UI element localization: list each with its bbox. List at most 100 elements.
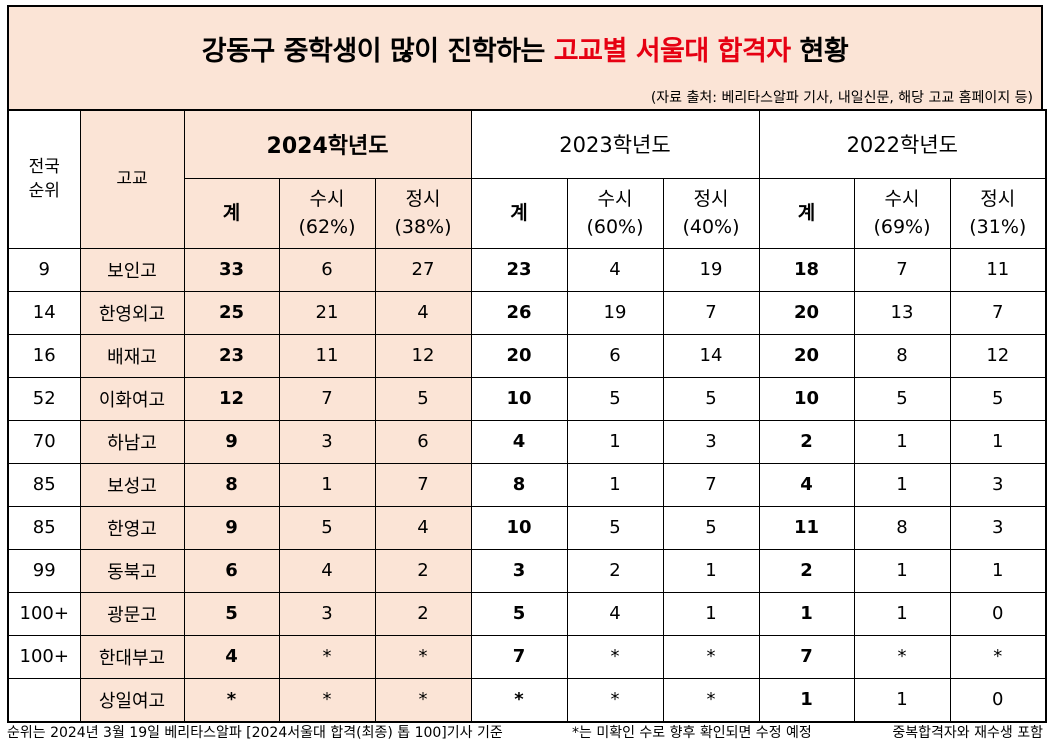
admissions-sheet: 강동구 중학생이 많이 진학하는 고교별 서울대 합격자 현황 (자료 출처: … — [7, 5, 1048, 723]
total-header-2024: 계 — [183, 177, 280, 249]
susi-header-2022-text: 수시 (69%) — [873, 188, 931, 238]
jeongsi-2022-cell: 0 — [949, 677, 1047, 722]
rank-cell: 52 — [7, 376, 81, 421]
rank-cell — [7, 677, 81, 722]
jeongsi-2023-cell: 19 — [662, 247, 760, 292]
jeongsi-2023-cell: 7 — [662, 290, 760, 335]
total-2022-cell: 4 — [758, 462, 855, 507]
source-note: (자료 출처: 베리타스알파 기사, 내일신문, 해당 고교 홈페이지 등) — [650, 90, 1033, 106]
table-row: 85 보성고 8 1 7 8 1 7 4 1 3 — [7, 462, 1047, 507]
jeongsi-header-2023-text: 정시 (40%) — [682, 188, 740, 238]
rank-header: 전국 순위 — [7, 109, 81, 249]
susi-2023-cell: 1 — [566, 419, 664, 464]
jeongsi-2024-cell: 4 — [374, 290, 472, 335]
table-row: 상일여고 * * * * * * 1 1 0 — [7, 677, 1047, 722]
susi-2024-cell: 7 — [278, 376, 376, 421]
jeongsi-2022-cell: 11 — [949, 247, 1047, 292]
rank-cell: 85 — [7, 462, 81, 507]
year-header-2024: 2024학년도 — [183, 109, 472, 179]
rank-cell: 14 — [7, 290, 81, 335]
total-2024-cell: 5 — [183, 591, 280, 636]
susi-2023-cell: 2 — [566, 548, 664, 593]
jeongsi-2024-cell: * — [374, 677, 472, 722]
jeongsi-2022-cell: 5 — [949, 376, 1047, 421]
table-row: 100+ 광문고 5 3 2 5 4 1 1 1 0 — [7, 591, 1047, 636]
school-header: 고교 — [79, 109, 185, 249]
school-cell: 광문고 — [79, 591, 185, 636]
susi-2023-cell: * — [566, 634, 664, 679]
susi-2024-cell: 3 — [278, 419, 376, 464]
total-2022-cell: 11 — [758, 505, 855, 550]
total-2024-cell: 23 — [183, 333, 280, 378]
total-2022-cell: 7 — [758, 634, 855, 679]
jeongsi-2023-cell: 5 — [662, 376, 760, 421]
page-title: 강동구 중학생이 많이 진학하는 고교별 서울대 합격자 현황 — [9, 29, 1041, 68]
jeongsi-2023-cell: * — [662, 677, 760, 722]
header-row-years: 전국 순위 고교 2024학년도 2023학년도 2022학년도 — [7, 109, 1047, 249]
total-2023-cell: 23 — [470, 247, 568, 292]
jeongsi-2024-cell: 2 — [374, 548, 472, 593]
table-body: 9 보인고 33 6 27 23 4 19 18 7 11 14 한영외고 25 21 4 26 19 7 20 13 7… — [7, 247, 1047, 722]
susi-2023-cell: 4 — [566, 591, 664, 636]
rank-cell: 9 — [7, 247, 81, 292]
total-2023-cell: 7 — [470, 634, 568, 679]
total-2022-cell: 1 — [758, 677, 855, 722]
jeongsi-2024-cell: 27 — [374, 247, 472, 292]
header-row-sub: 계 수시 (62%) 정시 (38%) 계 수시 (60%) 정시 (40%) … — [8, 177, 1047, 249]
jeongsi-header-2024-text: 정시 (38%) — [394, 188, 452, 238]
school-cell: 배재고 — [79, 333, 185, 378]
susi-2022-cell: 1 — [853, 591, 951, 636]
school-cell: 동북고 — [79, 548, 185, 593]
total-2022-cell: 2 — [758, 548, 855, 593]
sheet-header: 강동구 중학생이 많이 진학하는 고교별 서울대 합격자 현황 (자료 출처: … — [7, 5, 1043, 109]
total-2023-cell: 5 — [470, 591, 568, 636]
school-cell: 보인고 — [79, 247, 185, 292]
susi-header-2023: 수시 (60%) — [566, 177, 664, 249]
year-header-2023: 2023학년도 — [470, 109, 760, 179]
jeongsi-2024-cell: 6 — [374, 419, 472, 464]
table-row: 9 보인고 33 6 27 23 4 19 18 7 11 — [7, 247, 1047, 292]
susi-2023-cell: 4 — [566, 247, 664, 292]
total-2024-cell: 12 — [183, 376, 280, 421]
total-2024-cell: 8 — [183, 462, 280, 507]
rank-cell: 85 — [7, 505, 81, 550]
susi-2022-cell: 8 — [853, 505, 951, 550]
jeongsi-2024-cell: 4 — [374, 505, 472, 550]
school-cell: 이화여고 — [79, 376, 185, 421]
footer-inclusion-note: 중복합격자와 재수생 포함 — [892, 725, 1043, 741]
total-2022-cell: 18 — [758, 247, 855, 292]
total-2022-cell: 10 — [758, 376, 855, 421]
susi-2024-cell: * — [278, 634, 376, 679]
year-header-2022: 2022학년도 — [758, 109, 1047, 179]
jeongsi-2024-cell: * — [374, 634, 472, 679]
total-2023-cell: * — [470, 677, 568, 722]
jeongsi-header-2022-text: 정시 (31%) — [969, 188, 1027, 238]
table-row: 99 동북고 6 4 2 3 2 1 2 1 1 — [7, 548, 1047, 593]
jeongsi-2022-cell: 12 — [949, 333, 1047, 378]
total-2023-cell: 4 — [470, 419, 568, 464]
jeongsi-header-2024: 정시 (38%) — [374, 177, 472, 249]
susi-2023-cell: * — [566, 677, 664, 722]
rank-cell: 99 — [7, 548, 81, 593]
school-cell: 하남고 — [79, 419, 185, 464]
jeongsi-2022-cell: 7 — [949, 290, 1047, 335]
jeongsi-2023-cell: 14 — [662, 333, 760, 378]
total-2024-cell: 4 — [183, 634, 280, 679]
total-2023-cell: 10 — [470, 376, 568, 421]
susi-2022-cell: 1 — [853, 677, 951, 722]
jeongsi-header-2022: 정시 (31%) — [949, 177, 1047, 249]
total-2023-cell: 10 — [470, 505, 568, 550]
table-row: 16 배재고 23 11 12 20 6 14 20 8 12 — [7, 333, 1047, 378]
total-2022-cell: 20 — [758, 290, 855, 335]
jeongsi-2023-cell: * — [662, 634, 760, 679]
total-2024-cell: 25 — [183, 290, 280, 335]
jeongsi-2023-cell: 1 — [662, 591, 760, 636]
table-row: 100+ 한대부고 4 * * 7 * * 7 * * — [7, 634, 1047, 679]
total-2024-cell: 6 — [183, 548, 280, 593]
total-2022-cell: 1 — [758, 591, 855, 636]
total-header-2022: 계 — [758, 177, 855, 249]
susi-2022-cell: * — [853, 634, 951, 679]
total-2024-cell: 9 — [183, 419, 280, 464]
susi-header-2024: 수시 (62%) — [278, 177, 376, 249]
total-2023-cell: 20 — [470, 333, 568, 378]
